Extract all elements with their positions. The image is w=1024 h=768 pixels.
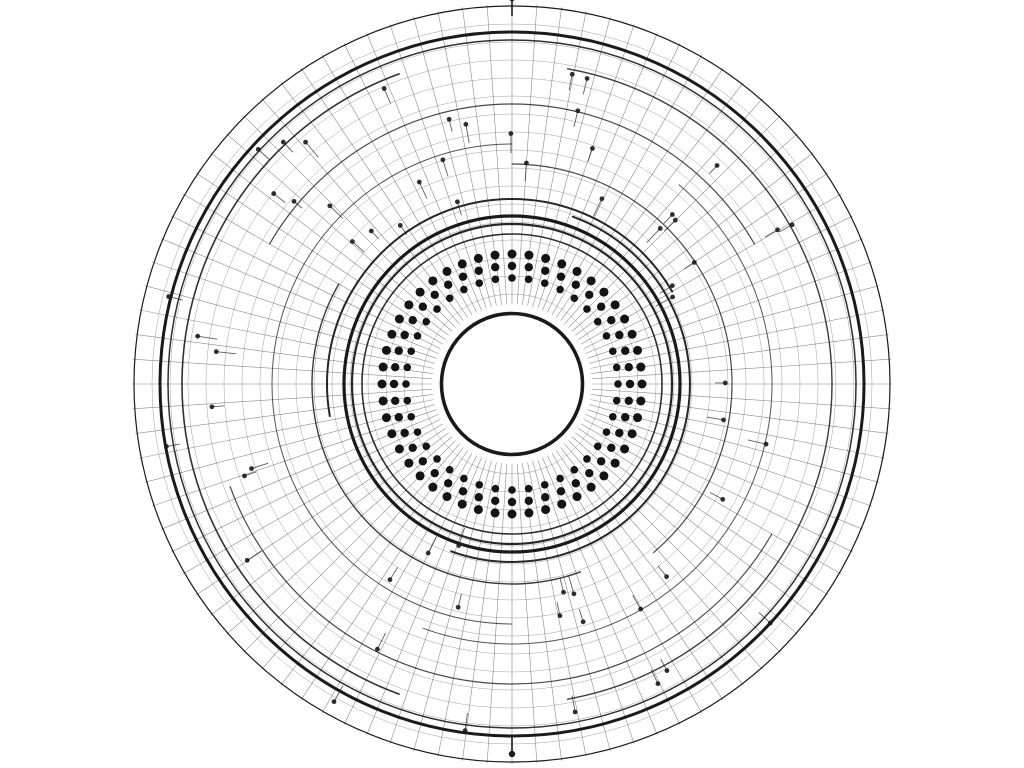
radial-diagram bbox=[0, 0, 1024, 768]
